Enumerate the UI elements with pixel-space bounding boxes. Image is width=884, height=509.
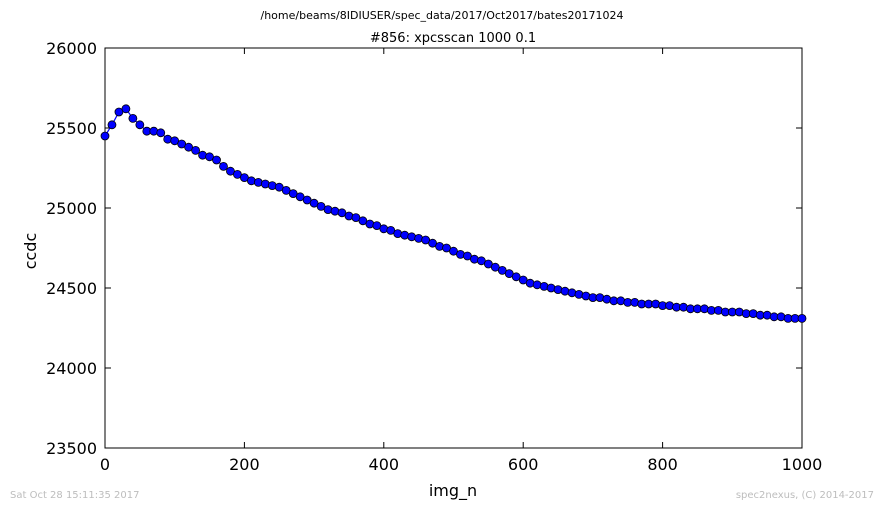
y-tick-label: 23500 xyxy=(46,439,97,458)
series-layer xyxy=(100,104,807,323)
data-point xyxy=(100,131,110,141)
x-axis-label: img_n xyxy=(429,481,477,501)
x-tick-label: 800 xyxy=(647,455,678,474)
x-tick-label: 1000 xyxy=(782,455,823,474)
x-tick-label: 400 xyxy=(369,455,400,474)
path-title: /home/beams/8IDIUSER/spec_data/2017/Oct2… xyxy=(261,9,624,22)
x-tick-label: 200 xyxy=(229,455,260,474)
x-tick-label: 0 xyxy=(100,455,110,474)
y-tick-label: 25500 xyxy=(46,119,97,138)
data-point xyxy=(135,120,145,130)
x-axis-ticks: 0 200 400 600 800 1000 xyxy=(100,48,822,474)
y-tick-label: 26000 xyxy=(46,39,97,58)
y-tick-label: 25000 xyxy=(46,199,97,218)
y-tick-label: 24000 xyxy=(46,359,97,378)
data-point xyxy=(107,120,117,130)
x-tick-label: 600 xyxy=(508,455,539,474)
data-point xyxy=(219,161,228,171)
y-tick-label: 24500 xyxy=(46,279,97,298)
data-point xyxy=(121,104,131,114)
data-point xyxy=(156,128,166,138)
footer-credit: spec2nexus, (C) 2014-2017 xyxy=(736,490,874,501)
y-axis-ticks: 23500 24000 24500 25000 25500 26000 xyxy=(46,39,802,458)
chart-title: #856: xpcsscan 1000 0.1 xyxy=(370,31,536,46)
data-point xyxy=(212,155,221,165)
data-point xyxy=(191,145,201,155)
data-point xyxy=(128,114,138,123)
data-point xyxy=(797,313,807,323)
footer-timestamp: Sat Oct 28 15:11:35 2017 xyxy=(10,490,140,501)
y-axis-label: ccdc xyxy=(21,233,40,270)
